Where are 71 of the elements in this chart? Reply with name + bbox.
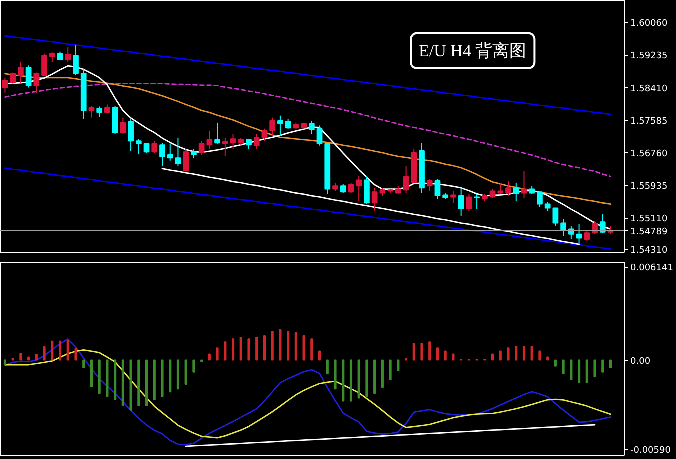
y-tick-label: 0.00	[630, 356, 651, 367]
line-series	[4, 168, 612, 250]
candlestick	[403, 166, 410, 194]
ref-line-label: 1.54789	[630, 227, 668, 238]
line-series	[4, 35, 612, 116]
line-series	[4, 349, 612, 439]
candlestick	[458, 188, 464, 217]
candlestick	[584, 230, 590, 242]
line-series	[185, 424, 596, 448]
candlestick	[144, 142, 150, 154]
y-tick-label: 0.006141	[630, 264, 674, 274]
candlestick	[521, 170, 528, 198]
text: E/U H4 背离图	[419, 41, 527, 60]
candlestick	[214, 122, 220, 144]
candlestick	[450, 190, 456, 204]
candlestick	[560, 218, 566, 237]
candlestick	[466, 194, 472, 212]
y-tick-label: 1.56760	[630, 149, 668, 160]
candlestick	[73, 45, 79, 76]
candlestick	[222, 137, 228, 157]
candlestick	[356, 176, 362, 202]
y-tick-label: -0.00590	[630, 446, 672, 456]
candlestick	[262, 128, 268, 142]
candlestick	[434, 178, 441, 200]
candlestick	[167, 143, 174, 162]
candlestick	[191, 148, 197, 159]
candlestick	[136, 138, 142, 155]
candlestick	[278, 115, 284, 136]
candlestick	[552, 208, 559, 227]
candlestick	[308, 120, 315, 135]
y-tick-label: 1.55935	[630, 182, 668, 192]
line-series	[4, 338, 612, 446]
candlestick	[576, 224, 582, 245]
y-tick-label: 1.60060	[630, 19, 668, 30]
line-series	[162, 168, 580, 246]
candlestick	[26, 65, 32, 88]
candlestick	[65, 47, 72, 64]
candlestick	[513, 182, 520, 202]
candlestick	[246, 138, 252, 150]
candlestick	[175, 137, 182, 166]
candlestick	[537, 190, 543, 208]
y-tick-label: 1.55110	[630, 214, 668, 225]
candlestick	[474, 194, 480, 210]
candlestick	[160, 142, 166, 166]
y-tick-label: 1.58410	[630, 84, 668, 94]
candlestick	[120, 117, 126, 135]
y-tick-label: 1.59235	[630, 52, 668, 62]
candlestick	[348, 182, 354, 194]
y-tick-label: 1.57585	[630, 116, 668, 127]
candlestick	[270, 117, 276, 136]
candlestick	[34, 72, 40, 94]
candlestick	[600, 214, 606, 234]
candlestick	[364, 176, 370, 205]
candlestick	[2, 77, 8, 94]
candlestick	[183, 148, 190, 172]
candlestick	[254, 134, 260, 150]
candlestick	[426, 178, 433, 192]
candlestick	[49, 52, 56, 64]
y-tick-label: 1.54310	[630, 246, 668, 256]
candlestick	[152, 140, 158, 154]
candlestick	[340, 184, 346, 194]
candlestick	[285, 118, 292, 130]
candlestick	[506, 180, 512, 197]
candlestick	[88, 105, 95, 118]
candlestick	[42, 53, 48, 76]
candlestick	[128, 118, 134, 152]
candlestick	[18, 62, 24, 84]
candlestick	[96, 106, 103, 118]
candlestick	[316, 125, 323, 146]
candlestick	[230, 134, 236, 150]
line-series	[4, 83, 612, 178]
